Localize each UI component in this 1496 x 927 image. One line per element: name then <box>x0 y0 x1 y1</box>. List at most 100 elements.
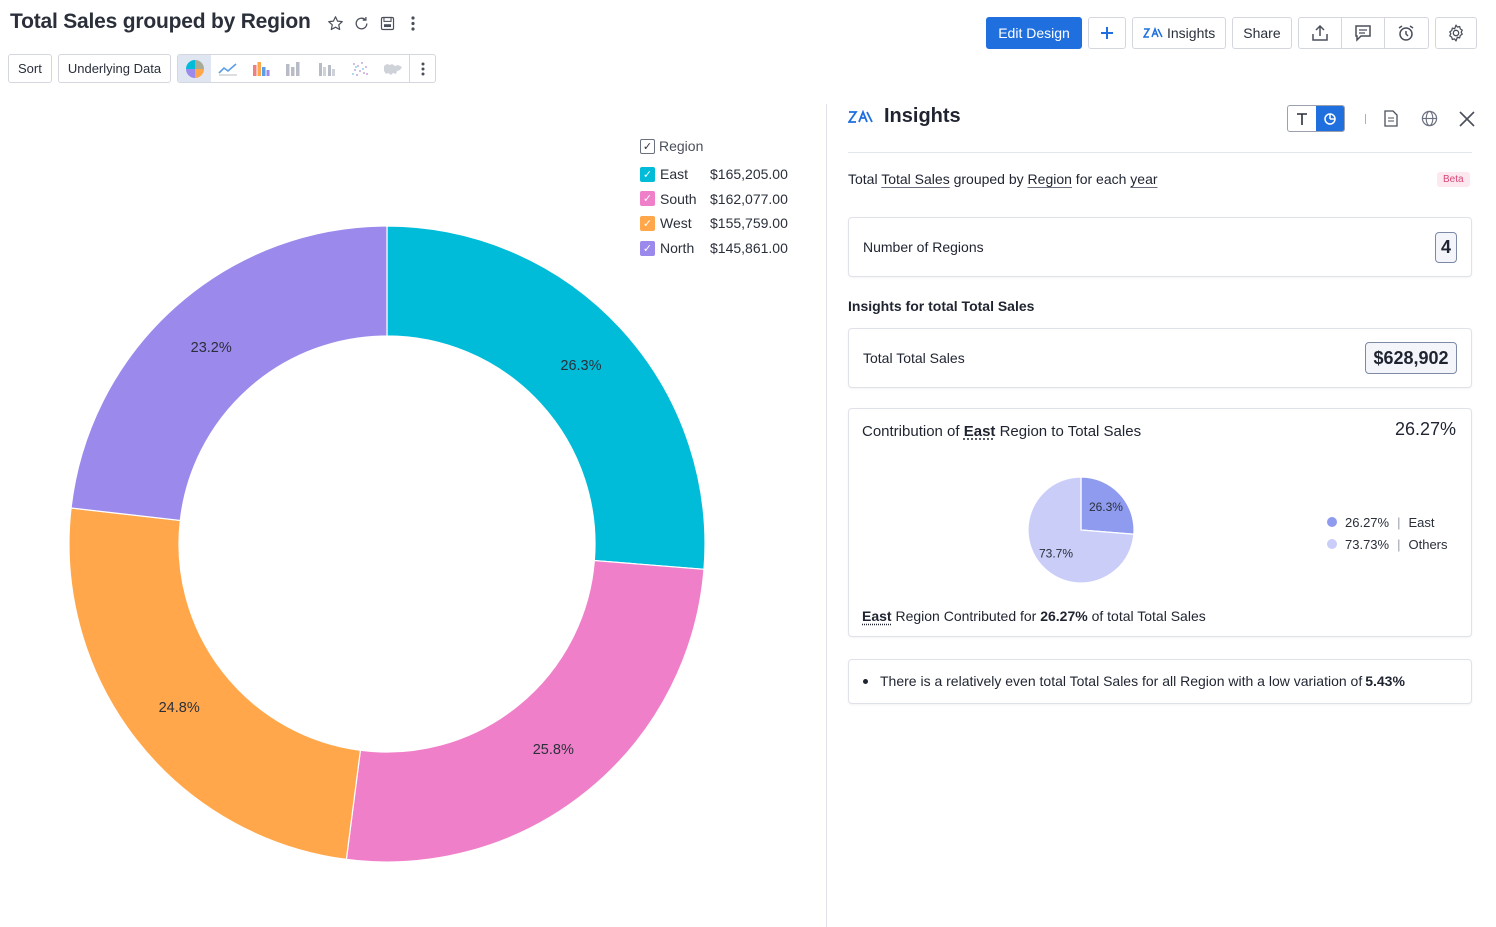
refresh-icon[interactable] <box>352 14 370 32</box>
text-view-icon[interactable] <box>1288 106 1316 131</box>
donut-slice-south[interactable] <box>345 559 705 863</box>
insights-summary: Total Total Sales grouped by Region for … <box>848 171 1158 187</box>
legend-value: $162,077.00 <box>710 190 788 207</box>
summary-period-link[interactable]: year <box>1130 171 1158 187</box>
legend-pipe: | <box>1397 536 1401 552</box>
export-icon[interactable] <box>1299 18 1342 48</box>
map-icon[interactable] <box>376 55 409 82</box>
legend-item-north[interactable]: ✓ North $145,861.00 <box>640 236 788 261</box>
contribution-region-link[interactable]: East <box>963 423 996 440</box>
contribution-title: Contribution of East Region to Total Sal… <box>862 423 1141 440</box>
summary-text: Total <box>848 171 882 187</box>
bar-chart-icon[interactable] <box>244 55 277 82</box>
close-icon[interactable] <box>1456 108 1478 130</box>
chart-more-icon[interactable] <box>409 55 435 82</box>
add-button[interactable] <box>1088 17 1126 49</box>
more-vertical-icon[interactable] <box>404 14 422 32</box>
total-card: Total Total Sales $628,902 <box>848 328 1472 388</box>
chart-area: 26.3% 25.8% 24.8% 23.2% <box>0 100 826 927</box>
chart-legend: ✓ Region ✓ East $165,205.00 ✓ South $162… <box>640 138 788 260</box>
action-icon-group <box>1297 17 1429 49</box>
bullet-icon <box>863 678 868 684</box>
grouped-bar-icon[interactable] <box>310 55 343 82</box>
regions-value: 4 <box>1435 232 1457 263</box>
contribution-pie-chart[interactable]: 26.3% 73.7% <box>1011 460 1151 600</box>
document-icon[interactable] <box>1380 108 1402 130</box>
legend-pct: 26.27% <box>1345 514 1390 530</box>
alarm-icon[interactable] <box>1385 18 1428 48</box>
footer-region-link[interactable]: East <box>862 608 892 624</box>
tool-separator <box>1365 113 1366 124</box>
settings-icon[interactable] <box>1434 17 1477 49</box>
legend-name: East <box>660 166 689 183</box>
variation-note: There is a relatively even total Total S… <box>863 673 1405 689</box>
section-title: Insights for total Total Sales <box>848 298 1035 314</box>
legend-item-east[interactable]: ✓ East $165,205.00 <box>640 162 788 187</box>
legend-name: South <box>660 190 697 207</box>
insights-tools <box>1287 105 1478 132</box>
beta-badge: Beta <box>1437 172 1470 187</box>
mini-pie-slice-others[interactable] <box>1027 476 1135 584</box>
top-actions: Edit Design Insights Share <box>986 17 1477 49</box>
underlying-data-button[interactable]: Underlying Data <box>57 54 172 83</box>
insights-title: Insights <box>884 105 961 127</box>
share-button[interactable]: Share <box>1232 17 1292 49</box>
save-icon[interactable] <box>378 14 396 32</box>
comment-icon[interactable] <box>1342 18 1385 48</box>
sort-button[interactable]: Sort <box>8 54 52 83</box>
legend-check-icon: ✓ <box>640 240 655 256</box>
contribution-legend-item[interactable]: 26.27% | East <box>1327 511 1448 533</box>
mini-pie-slice-east[interactable] <box>1080 476 1135 535</box>
pie-chart-icon[interactable] <box>178 55 212 82</box>
edit-design-button[interactable]: Edit Design <box>986 17 1082 49</box>
legend-name: Others <box>1408 536 1448 552</box>
chart-view-icon[interactable] <box>1316 106 1344 131</box>
summary-measure-link[interactable]: Total Sales <box>881 171 950 187</box>
chart-toolbar: Sort Underlying Data <box>8 54 437 83</box>
stacked-bar-icon[interactable] <box>277 55 310 82</box>
insights-divider <box>848 152 1472 153</box>
contribution-text: Region to Total Sales <box>995 423 1142 440</box>
legend-value: $165,205.00 <box>710 166 788 183</box>
legend-header[interactable]: ✓ Region <box>640 138 788 154</box>
summary-text: grouped by <box>949 171 1028 187</box>
mini-pie-label-others: 73.7% <box>1039 546 1073 560</box>
legend-dot <box>1327 539 1337 549</box>
legend-check-icon: ✓ <box>640 138 655 154</box>
footer-percent: 26.27% <box>1040 608 1088 624</box>
legend-item-south[interactable]: ✓ South $162,077.00 <box>640 187 788 212</box>
mini-pie-label-east: 26.3% <box>1089 500 1123 514</box>
chart-type-switcher <box>177 54 437 83</box>
donut-slice-north[interactable] <box>70 225 388 522</box>
scatter-icon[interactable] <box>343 55 376 82</box>
donut-label-north: 23.2% <box>191 340 232 356</box>
globe-icon[interactable] <box>1418 108 1440 130</box>
regions-card: Number of Regions 4 <box>848 217 1472 277</box>
legend-name: North <box>660 240 695 257</box>
variation-value: 5.43% <box>1365 673 1405 689</box>
legend-value: $155,759.00 <box>710 215 788 232</box>
legend-item-west[interactable]: ✓ West $155,759.00 <box>640 211 788 236</box>
contribution-legend: 26.27% | East 73.73% | Others <box>1327 511 1448 555</box>
star-icon[interactable] <box>326 14 344 32</box>
contribution-footer: East Region Contributed for 26.27% of to… <box>862 608 1206 624</box>
donut-slice-west[interactable] <box>68 507 362 861</box>
total-value: $628,902 <box>1365 342 1457 374</box>
donut-slice-east[interactable] <box>386 225 706 570</box>
donut-chart[interactable]: 26.3% 25.8% 24.8% 23.2% <box>0 100 826 927</box>
variation-card: There is a relatively even total Total S… <box>848 659 1472 704</box>
line-chart-icon[interactable] <box>211 55 244 82</box>
insights-header: Insights <box>848 105 961 128</box>
regions-label: Number of Regions <box>863 239 984 255</box>
summary-dimension-link[interactable]: Region <box>1027 171 1072 187</box>
summary-text: for each <box>1071 171 1131 187</box>
legend-pct: 73.73% <box>1345 536 1390 552</box>
legend-name: West <box>660 215 692 232</box>
insights-button[interactable]: Insights <box>1132 17 1227 49</box>
footer-text: Region Contributed for <box>891 608 1041 624</box>
contribution-legend-item[interactable]: 73.73% | Others <box>1327 533 1448 555</box>
zia-icon <box>1143 27 1163 39</box>
contribution-card: Contribution of East Region to Total Sal… <box>848 408 1472 637</box>
variation-text: There is a relatively even total Total S… <box>880 673 1363 689</box>
contribution-text: Contribution of <box>862 423 964 440</box>
